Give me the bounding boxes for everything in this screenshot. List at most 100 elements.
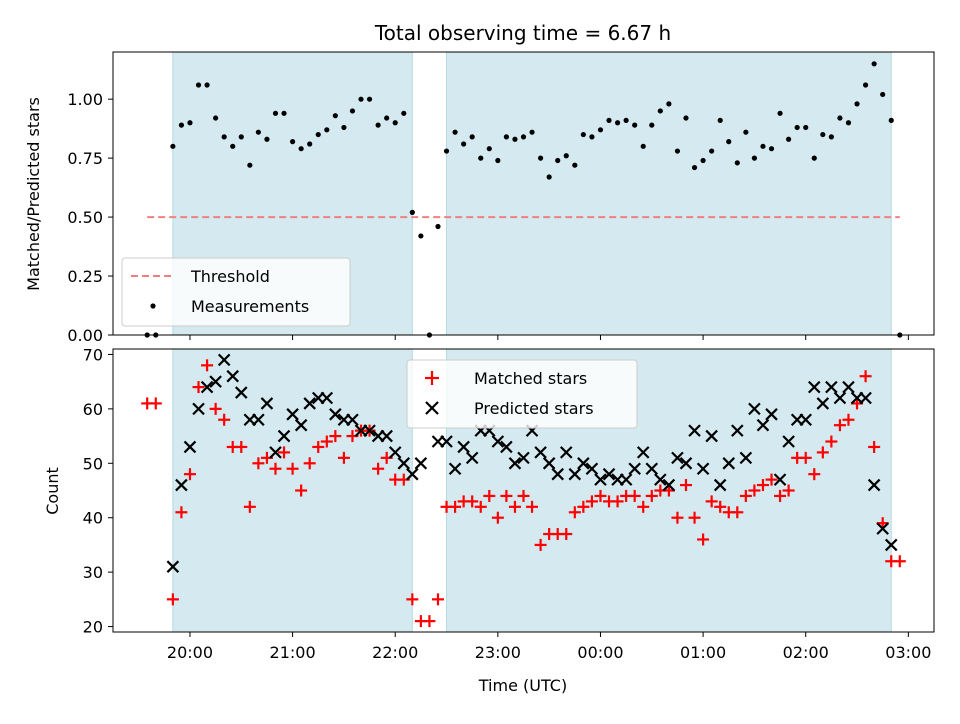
predicted-star-point [654, 473, 667, 486]
matched-star-point [372, 462, 385, 475]
x-stroke-b [619, 473, 633, 486]
x-tick-label: 22:00 [372, 643, 418, 662]
bottom-y-tick-label: 20 [83, 618, 103, 637]
top-series-0-point [837, 115, 843, 121]
predicted-star-point [508, 457, 522, 470]
x-stroke-b [508, 457, 522, 470]
matched-star-point [269, 462, 282, 475]
top-series-0-point [332, 113, 338, 119]
x-stroke-b [534, 446, 547, 459]
predicted-star-point [739, 451, 753, 465]
matched-star-point [183, 468, 196, 481]
top-series-0-point [230, 143, 236, 149]
predicted-star-point [286, 408, 299, 421]
predicted-star-point [192, 402, 205, 416]
matched-star-point [517, 489, 530, 502]
predicted-star-point [183, 440, 197, 454]
predicted-star-point [619, 473, 633, 486]
predicted-star-point [679, 457, 693, 470]
x-tick-label: 02:00 [783, 643, 829, 662]
predicted-star-point [748, 402, 761, 416]
top-series-0-point [187, 120, 193, 126]
predicted-star-point [756, 418, 770, 432]
top-series-0-point [478, 155, 484, 161]
matched-star-point [235, 440, 248, 453]
top-series-0-point [486, 146, 492, 152]
matched-star-point [406, 593, 419, 606]
matched-star-point [637, 500, 650, 513]
x-stroke-b [713, 478, 727, 492]
legend-top: Threshold Measurements [121, 257, 351, 327]
predicted-star-point [602, 467, 616, 481]
top-series-0-point [726, 139, 732, 145]
x-stroke-b [628, 462, 641, 476]
x-stroke-b [294, 418, 308, 432]
x-stroke-b [696, 462, 710, 476]
top-series-0-point [623, 117, 629, 123]
top-axes-frame [112, 51, 935, 336]
top-panel: 0.00 0.25 0.50 0.75 1.00 [67, 51, 935, 345]
x-stroke-b [876, 522, 889, 535]
predicted-star-point [166, 560, 180, 573]
x-stroke-b [388, 446, 402, 459]
matched-star-point [585, 495, 598, 508]
predicted-star-point [440, 435, 453, 448]
predicted-star-point [773, 473, 787, 486]
x-tick-label: 20:00 [167, 643, 213, 662]
x-stroke-b [166, 560, 180, 573]
x-stroke-b [654, 473, 667, 486]
matched-star-point [252, 457, 265, 470]
predicted-star-point [465, 451, 479, 465]
x-stroke-b [346, 413, 359, 427]
predicted-star-point [671, 451, 684, 465]
bottom-y-tick-label: 70 [83, 345, 103, 364]
top-series-0-point [691, 164, 698, 171]
predicted-star-point [517, 451, 530, 465]
top-series-0-point [443, 148, 450, 154]
top-series-0-point [555, 157, 561, 164]
matched-star-point [697, 533, 710, 546]
x-stroke-b [440, 435, 453, 448]
x-stroke-b [636, 446, 650, 459]
top-y-tick-label: 0.50 [67, 208, 103, 227]
x-stroke-b [867, 478, 881, 492]
matched-star-point [816, 446, 829, 459]
matched-star-point [423, 615, 436, 628]
matched-star-point [243, 500, 256, 513]
top-series-0-point [640, 143, 646, 149]
x-stroke-b [773, 473, 787, 486]
top-series-0-point [768, 146, 775, 152]
x-tick-label: 03:00 [885, 643, 931, 662]
predicted-star-point [542, 457, 556, 470]
x-stroke-b [192, 402, 205, 416]
predicted-star-point [175, 478, 188, 492]
predicted-star-point [645, 462, 659, 476]
x-stroke-b [765, 408, 778, 421]
predicted-star-point [559, 446, 573, 459]
x-stroke-b [380, 429, 393, 443]
predicted-star-point [577, 457, 590, 470]
top-series-0-point [435, 223, 441, 230]
x-stroke-b [448, 462, 462, 476]
matched-star-point [508, 500, 521, 513]
x-stroke-b [594, 473, 607, 486]
x-stroke-b [406, 467, 419, 481]
matched-star-point [286, 462, 299, 475]
x-stroke-b [260, 397, 274, 410]
predicted-star-point [551, 467, 564, 481]
top-series-0-point [512, 136, 518, 142]
predicted-star-point [568, 467, 582, 481]
predicted-star-point [713, 478, 727, 492]
predicted-star-point [209, 375, 222, 388]
matched-star-point [568, 506, 581, 519]
x-stroke-b [500, 440, 513, 454]
top-series-0-point [495, 157, 501, 164]
top-y-tick-label: 0.75 [67, 149, 103, 168]
x-stroke-b [807, 380, 821, 394]
top-series-0-point [170, 143, 176, 149]
x-stroke-b [799, 413, 812, 427]
predicted-star-point [842, 380, 855, 394]
top-series-0-point [264, 136, 270, 142]
matched-star-point [278, 446, 291, 459]
matched-star-point [705, 495, 718, 508]
